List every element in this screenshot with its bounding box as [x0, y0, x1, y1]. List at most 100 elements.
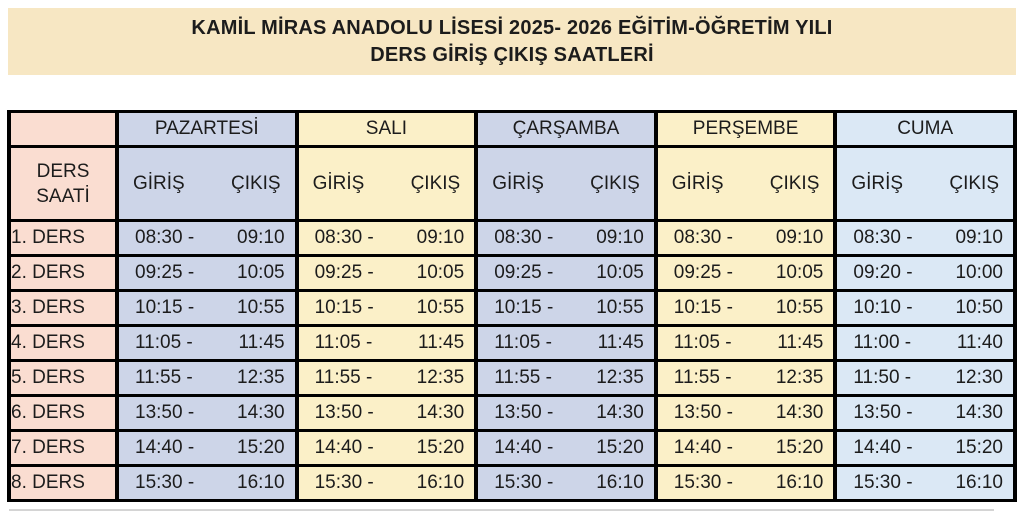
- time-cell: 09:25 - 10:05: [294, 254, 479, 292]
- time-pair: 08:30 - 09:10: [660, 227, 832, 249]
- entry-exit-labels: GİRİŞ ÇIKIŞ: [660, 172, 832, 195]
- entry-time: 13:50 -: [135, 402, 195, 423]
- exit-time: 16:10: [416, 472, 465, 493]
- exit-label: ÇIKIŞ: [949, 172, 999, 194]
- entry-time: 13:50 -: [494, 402, 554, 423]
- exit-time: 15:20: [596, 437, 644, 458]
- exit-time: 09:10: [237, 227, 285, 248]
- exit-time: 15:20: [775, 437, 824, 458]
- time-cell: 13:50 - 14:30: [474, 394, 658, 432]
- day-header-cell: CUMA: [833, 110, 1017, 148]
- time-pair: 11:55 - 12:35: [121, 367, 293, 389]
- subheader-row: DERS SAATİ GİRİŞ ÇIKIŞ GİRİŞ ÇIKIŞ GİRİŞ…: [7, 145, 1017, 222]
- time-pair: 15:30 - 16:10: [480, 472, 652, 494]
- time-cell: 08:30 - 09:10: [474, 219, 658, 257]
- period-label-cell: 4. DERS: [7, 324, 119, 362]
- time-pair: 08:30 - 09:10: [301, 227, 473, 249]
- exit-label: ÇIKIŞ: [230, 172, 281, 194]
- time-cell: 15:30 - 16:10: [833, 464, 1017, 502]
- entry-time: 08:30 -: [314, 227, 374, 248]
- time-cell: 15:30 - 16:10: [474, 464, 658, 502]
- time-cell: 11:05 - 11:45: [653, 324, 838, 362]
- exit-time: 09:10: [955, 227, 1003, 248]
- entry-time: 15:30 -: [673, 472, 733, 493]
- entry-time: 09:25 -: [673, 262, 733, 283]
- time-pair: 10:10 - 10:50: [839, 297, 1011, 319]
- period-label-cell: 8. DERS: [7, 464, 119, 502]
- exit-time: 14:30: [237, 402, 285, 423]
- exit-time: 10:55: [416, 297, 465, 318]
- period-label-cell: 3. DERS: [7, 289, 119, 327]
- time-cell: 15:30 - 16:10: [653, 464, 838, 502]
- exit-time: 11:45: [418, 332, 465, 353]
- exit-time: 16:10: [596, 472, 644, 493]
- period-row: 2. DERS 09:25 - 10:05 09:25 - 10:05 09:2…: [7, 254, 1017, 292]
- exit-time: 16:10: [775, 472, 824, 493]
- time-pair: 13:50 - 14:30: [660, 402, 832, 424]
- entry-time: 10:15 -: [314, 297, 374, 318]
- time-pair: 15:30 - 16:10: [660, 472, 832, 494]
- period-row: 8. DERS 15:30 - 16:10 15:30 - 16:10 15:3…: [7, 464, 1017, 502]
- entry-time: 11:05 -: [494, 332, 552, 353]
- time-pair: 08:30 - 09:10: [480, 227, 652, 249]
- exit-label: ÇIKIŞ: [769, 172, 820, 194]
- exit-time: 11:45: [597, 332, 644, 353]
- period-row: 6. DERS 13:50 - 14:30 13:50 - 14:30 13:5…: [7, 394, 1017, 432]
- time-pair: 11:05 - 11:45: [121, 332, 293, 354]
- time-pair: 13:50 - 14:30: [121, 402, 293, 424]
- entry-time: 15:30 -: [494, 472, 554, 493]
- exit-time: 15:20: [416, 437, 465, 458]
- entry-time: 15:30 -: [135, 472, 195, 493]
- time-pair: 15:30 - 16:10: [839, 472, 1011, 494]
- entry-time: 10:15 -: [135, 297, 195, 318]
- entry-time: 14:40 -: [673, 437, 733, 458]
- exit-time: 10:05: [416, 262, 465, 283]
- time-cell: 15:30 - 16:10: [115, 464, 299, 502]
- entry-time: 11:50 -: [853, 367, 912, 388]
- exit-time: 14:30: [775, 402, 824, 423]
- day-header-row: PAZARTESİ SALI ÇARŞAMBA PERŞEMBE CUMA: [7, 110, 1017, 148]
- entry-exit-labels: GİRİŞ ÇIKIŞ: [121, 172, 293, 195]
- entry-label: GİRİŞ: [492, 172, 544, 194]
- entry-exit-header-cell: GİRİŞ ÇIKIŞ: [294, 145, 479, 222]
- exit-time: 15:20: [237, 437, 285, 458]
- time-pair: 14:40 - 15:20: [839, 437, 1011, 459]
- entry-time: 15:30 -: [853, 472, 913, 493]
- time-cell: 11:55 - 12:35: [474, 359, 658, 397]
- time-cell: 11:05 - 11:45: [294, 324, 479, 362]
- exit-time: 15:20: [955, 437, 1003, 458]
- exit-time: 14:30: [596, 402, 644, 423]
- entry-label: GİRİŞ: [851, 172, 904, 194]
- day-header-cell: PAZARTESİ: [115, 110, 299, 148]
- time-pair: 10:15 - 10:55: [301, 297, 473, 319]
- entry-time: 09:25 -: [135, 262, 195, 283]
- time-pair: 09:25 - 10:05: [480, 262, 652, 284]
- entry-exit-header-cell: GİRİŞ ÇIKIŞ: [653, 145, 838, 222]
- time-pair: 10:15 - 10:55: [660, 297, 832, 319]
- entry-time: 14:40 -: [494, 437, 554, 458]
- time-pair: 11:05 - 11:45: [301, 332, 473, 354]
- time-cell: 11:05 - 11:45: [115, 324, 299, 362]
- time-pair: 08:30 - 09:10: [839, 227, 1011, 249]
- exit-time: 12:35: [416, 367, 465, 388]
- timetable: PAZARTESİ SALI ÇARŞAMBA PERŞEMBE CUMA DERS S…: [7, 110, 1017, 502]
- time-pair: 11:50 - 12:30: [839, 367, 1011, 389]
- period-label-cell: 6. DERS: [7, 394, 119, 432]
- entry-time: 10:15 -: [494, 297, 554, 318]
- ders-saati-header-cell: DERS SAATİ: [7, 145, 119, 222]
- entry-time: 09:25 -: [494, 262, 554, 283]
- time-pair: 11:55 - 12:35: [301, 367, 473, 389]
- entry-time: 08:30 -: [673, 227, 733, 248]
- exit-time: 10:55: [237, 297, 285, 318]
- time-pair: 14:40 - 15:20: [480, 437, 652, 459]
- time-pair: 14:40 - 15:20: [301, 437, 473, 459]
- time-pair: 10:15 - 10:55: [121, 297, 293, 319]
- exit-time: 09:10: [775, 227, 824, 248]
- exit-time: 12:35: [237, 367, 285, 388]
- entry-time: 11:55 -: [135, 367, 193, 388]
- time-cell: 09:25 - 10:05: [115, 254, 299, 292]
- exit-time: 12:35: [775, 367, 824, 388]
- time-pair: 13:50 - 14:30: [839, 402, 1011, 424]
- ders-saati-line-2: SAATİ: [36, 185, 90, 207]
